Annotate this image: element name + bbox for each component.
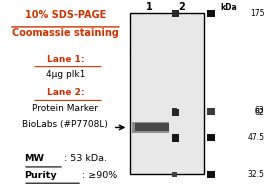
Text: Protein Marker: Protein Marker [32,104,98,113]
Text: 32.5: 32.5 [247,170,264,179]
Text: 47.5: 47.5 [247,133,264,142]
Text: MW: MW [24,154,44,163]
Text: : ≥90%: : ≥90% [82,171,117,180]
Text: : 53 kDa.: : 53 kDa. [64,154,107,163]
FancyBboxPatch shape [206,171,215,178]
Text: 63: 63 [254,106,264,115]
FancyBboxPatch shape [206,108,215,113]
FancyBboxPatch shape [132,122,169,133]
FancyBboxPatch shape [172,134,179,142]
Text: 1: 1 [146,1,153,11]
FancyBboxPatch shape [172,108,177,114]
FancyBboxPatch shape [206,110,215,115]
Text: BioLabs (#P7708L): BioLabs (#P7708L) [22,120,108,129]
FancyBboxPatch shape [172,109,179,115]
Text: Lane 2:: Lane 2: [47,88,84,97]
FancyBboxPatch shape [206,134,215,141]
Text: 175: 175 [250,9,264,18]
Text: Purity: Purity [24,171,57,180]
FancyBboxPatch shape [172,10,179,17]
Text: 10% SDS-PAGE: 10% SDS-PAGE [25,10,106,20]
Text: Coomassie staining: Coomassie staining [12,28,119,38]
FancyBboxPatch shape [135,123,169,131]
Text: kDa: kDa [220,3,237,11]
FancyBboxPatch shape [206,10,215,17]
FancyBboxPatch shape [130,13,204,174]
FancyBboxPatch shape [172,172,177,177]
Text: 4μg plk1: 4μg plk1 [46,70,85,79]
Text: 2: 2 [178,1,185,11]
Text: Lane 1:: Lane 1: [47,55,84,64]
Text: 62: 62 [255,108,264,117]
